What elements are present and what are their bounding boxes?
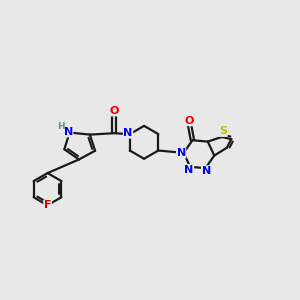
Text: O: O [109, 106, 119, 116]
Text: N: N [184, 165, 194, 175]
Text: O: O [185, 116, 194, 126]
Text: F: F [44, 200, 51, 210]
Text: N: N [64, 127, 73, 137]
Text: S: S [219, 126, 227, 136]
Text: N: N [202, 166, 211, 176]
Text: H: H [57, 122, 64, 131]
Text: N: N [177, 148, 186, 158]
Text: N: N [123, 128, 133, 138]
